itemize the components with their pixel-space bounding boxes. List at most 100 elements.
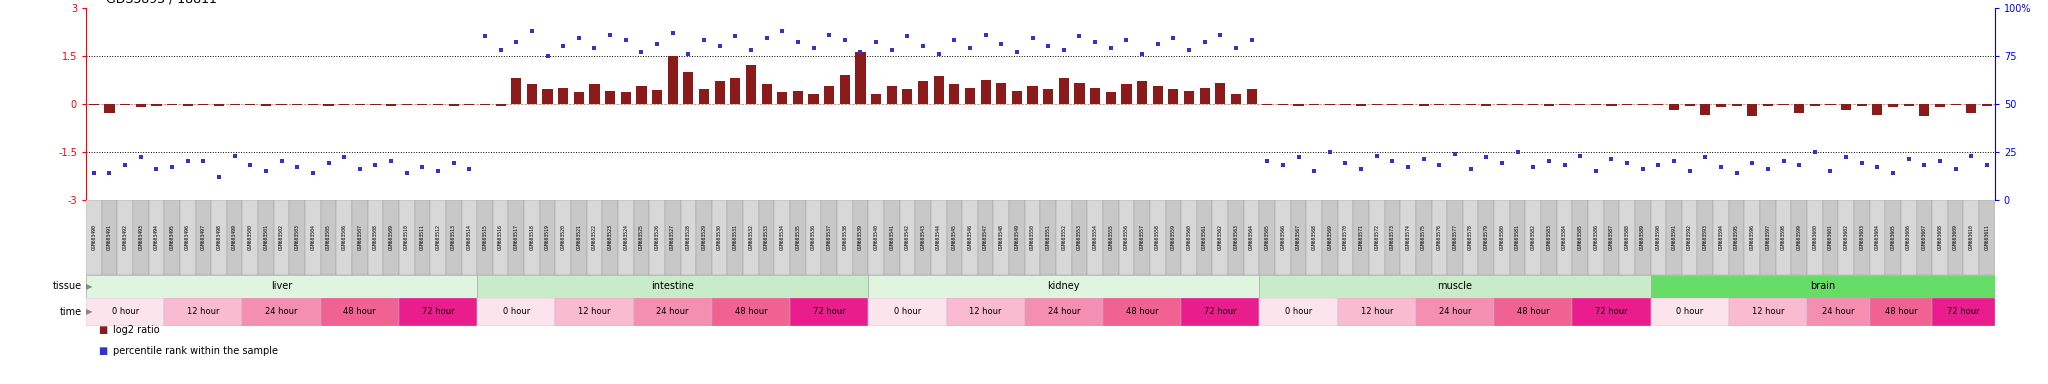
Point	[1720, 170, 1753, 176]
Bar	[1229, 200, 1243, 275]
Point	[719, 33, 752, 40]
Point	[1454, 166, 1487, 172]
Text: GSM603528: GSM603528	[686, 224, 690, 250]
Point	[406, 164, 438, 170]
Bar	[1323, 200, 1337, 275]
Bar	[963, 200, 977, 275]
Bar	[1075, 83, 1085, 104]
Text: GSM603534: GSM603534	[780, 224, 784, 250]
Point	[1784, 162, 1817, 168]
Bar	[1870, 200, 1886, 275]
Bar	[715, 81, 725, 104]
Bar	[494, 200, 508, 275]
Bar	[1153, 86, 1163, 104]
Point	[860, 39, 893, 45]
Bar	[1794, 104, 1804, 113]
Text: GSM603524: GSM603524	[623, 224, 629, 250]
Text: GSM603490: GSM603490	[92, 224, 96, 250]
Text: 12 hour: 12 hour	[969, 308, 1001, 316]
Bar	[745, 65, 756, 104]
Bar	[1448, 200, 1462, 275]
Bar	[1024, 298, 1104, 326]
Bar	[477, 298, 555, 326]
Text: GSM603598: GSM603598	[1782, 224, 1786, 250]
Point	[1001, 49, 1034, 55]
Bar	[1712, 200, 1729, 275]
Bar	[1059, 78, 1069, 104]
Point	[375, 158, 408, 164]
Bar	[1466, 104, 1477, 105]
Text: GSM603547: GSM603547	[983, 224, 987, 250]
Text: 12 hour: 12 hour	[1751, 308, 1784, 316]
Text: GSM603557: GSM603557	[1139, 224, 1145, 250]
Text: GSM603515: GSM603515	[483, 224, 487, 250]
Bar	[1700, 104, 1710, 115]
Point	[1219, 45, 1251, 51]
Point	[1251, 158, 1284, 164]
Text: 48 hour: 48 hour	[1884, 308, 1917, 316]
Point	[1407, 156, 1440, 162]
Point	[1956, 152, 1989, 159]
Bar	[1040, 200, 1057, 275]
Bar	[1620, 200, 1634, 275]
Bar	[164, 200, 180, 275]
Text: GSM603591: GSM603591	[1671, 224, 1677, 250]
Text: GSM603605: GSM603605	[1890, 224, 1896, 250]
Text: percentile rank within the sample: percentile rank within the sample	[113, 346, 279, 356]
Bar	[1901, 200, 1917, 275]
Text: GSM603586: GSM603586	[1593, 224, 1597, 250]
Text: GSM603500: GSM603500	[248, 224, 252, 250]
Point	[203, 174, 236, 180]
Bar	[385, 104, 395, 106]
Text: GSM603561: GSM603561	[1202, 224, 1206, 250]
Bar	[1135, 200, 1149, 275]
Text: GSM603529: GSM603529	[702, 224, 707, 250]
Text: GSM603525: GSM603525	[639, 224, 643, 250]
Point	[625, 49, 657, 55]
Bar	[618, 200, 633, 275]
Point	[125, 154, 158, 161]
Point	[1485, 160, 1518, 166]
Bar	[633, 298, 713, 326]
Text: 12 hour: 12 hour	[1360, 308, 1393, 316]
Text: GSM603533: GSM603533	[764, 224, 770, 250]
Point	[1626, 166, 1659, 172]
Bar	[1278, 104, 1288, 105]
Text: GSM603539: GSM603539	[858, 224, 862, 250]
Bar	[399, 298, 477, 326]
Point	[1704, 164, 1737, 170]
Bar	[559, 88, 567, 104]
Text: GSM603564: GSM603564	[1249, 224, 1253, 250]
Text: GSM603600: GSM603600	[1812, 224, 1817, 250]
Bar	[793, 91, 803, 104]
Bar	[1806, 298, 1870, 326]
Bar	[1450, 104, 1460, 105]
Text: GSM603604: GSM603604	[1874, 224, 1880, 250]
Bar	[1778, 104, 1788, 105]
Bar	[1905, 104, 1913, 106]
Text: GSM603599: GSM603599	[1796, 224, 1802, 250]
Bar	[805, 200, 821, 275]
Point	[1438, 151, 1470, 157]
Text: GSM603501: GSM603501	[264, 224, 268, 250]
Bar	[651, 90, 662, 104]
Bar	[446, 200, 461, 275]
Bar	[479, 104, 489, 105]
Point	[1501, 149, 1534, 155]
Bar	[307, 104, 317, 105]
Text: GSM603588: GSM603588	[1624, 224, 1630, 250]
Text: GSM603499: GSM603499	[231, 224, 238, 250]
Text: GSM603555: GSM603555	[1108, 224, 1114, 250]
Bar	[571, 200, 586, 275]
Point	[922, 51, 954, 57]
Text: GSM603570: GSM603570	[1343, 224, 1348, 250]
Bar	[477, 275, 868, 298]
Text: GSM603560: GSM603560	[1186, 224, 1192, 250]
Bar	[1386, 104, 1397, 105]
Bar	[449, 104, 459, 106]
Point	[1063, 33, 1096, 40]
Point	[1079, 39, 1112, 45]
Text: ▶: ▶	[86, 281, 92, 291]
Bar	[1104, 200, 1118, 275]
Text: GSM603508: GSM603508	[373, 224, 379, 250]
